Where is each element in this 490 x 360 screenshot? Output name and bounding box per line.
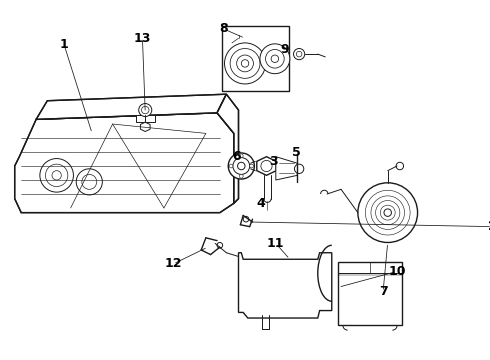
Circle shape: [228, 153, 254, 179]
Text: 9: 9: [280, 43, 289, 56]
Circle shape: [240, 174, 243, 178]
Circle shape: [217, 243, 222, 248]
Polygon shape: [276, 157, 297, 180]
Circle shape: [250, 164, 253, 168]
Text: 11: 11: [267, 237, 285, 250]
Text: 2: 2: [488, 220, 490, 233]
Text: 3: 3: [270, 155, 278, 168]
Text: 8: 8: [219, 22, 228, 35]
Text: 4: 4: [256, 197, 265, 210]
Circle shape: [229, 164, 233, 168]
Circle shape: [243, 216, 249, 222]
Text: 10: 10: [388, 265, 406, 278]
Circle shape: [260, 44, 290, 74]
Polygon shape: [217, 94, 239, 203]
Polygon shape: [136, 115, 154, 122]
Polygon shape: [36, 94, 226, 120]
Circle shape: [139, 104, 152, 117]
Circle shape: [76, 169, 102, 195]
Circle shape: [224, 43, 266, 84]
Circle shape: [358, 183, 417, 243]
Text: 7: 7: [379, 285, 388, 298]
Polygon shape: [15, 113, 234, 213]
Text: 1: 1: [60, 38, 69, 51]
Bar: [221, 26, 289, 91]
Circle shape: [396, 162, 404, 170]
Circle shape: [40, 158, 74, 192]
Circle shape: [294, 49, 305, 60]
Text: 6: 6: [232, 150, 241, 163]
Circle shape: [294, 164, 304, 174]
Polygon shape: [141, 122, 150, 131]
Text: 13: 13: [134, 32, 151, 45]
Text: 12: 12: [165, 257, 182, 270]
Circle shape: [384, 209, 392, 216]
Text: 5: 5: [292, 145, 301, 158]
Polygon shape: [257, 157, 276, 175]
Bar: [338, 262, 402, 325]
Circle shape: [240, 154, 243, 158]
Polygon shape: [239, 253, 332, 318]
